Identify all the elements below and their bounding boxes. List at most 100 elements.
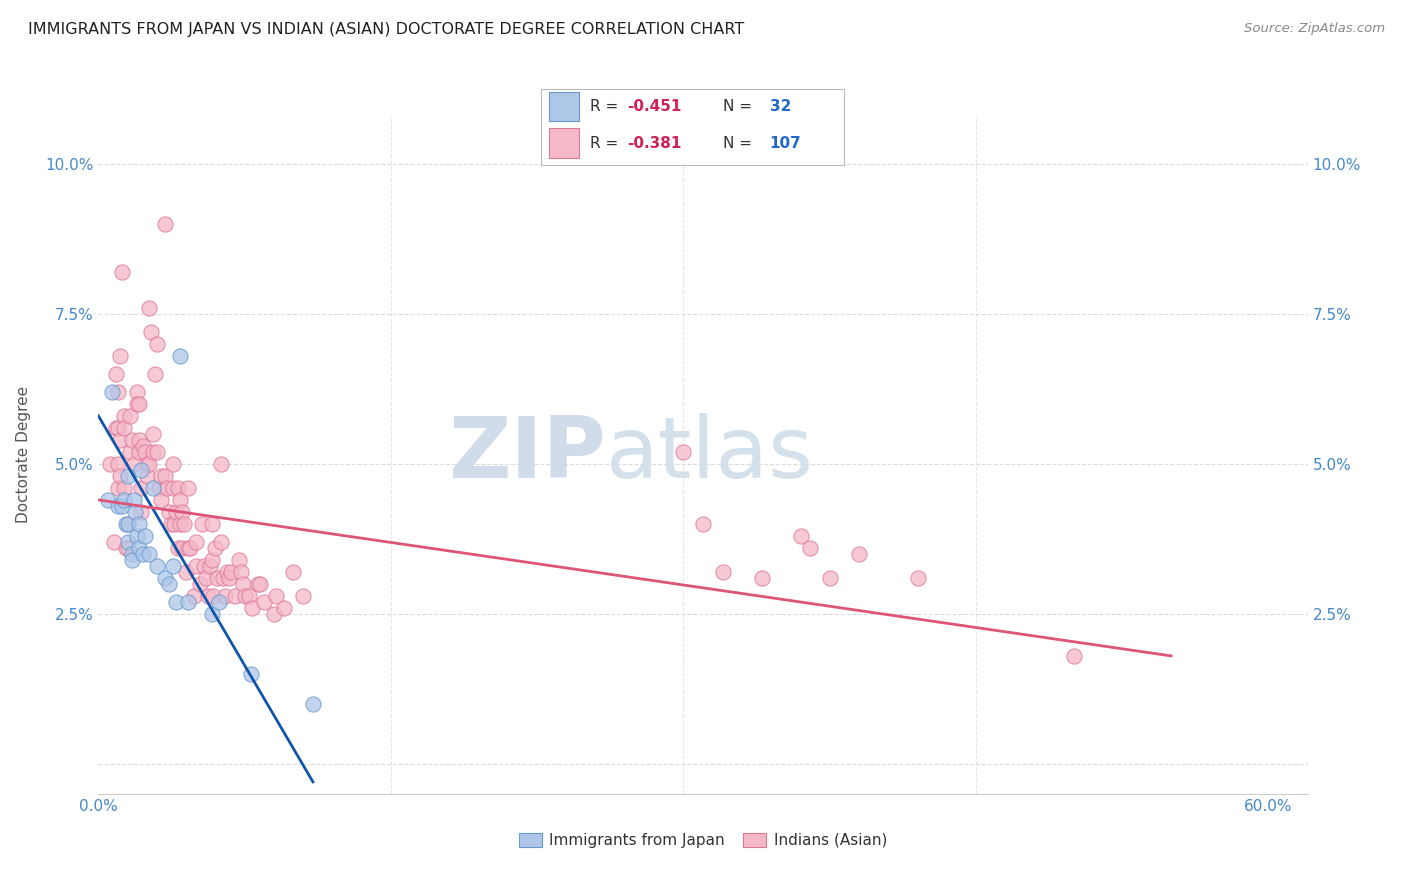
Text: 32: 32 (769, 99, 792, 114)
Point (104, 367, 127, 381)
Point (131, 505, 153, 519)
Point (1063, 648, 1085, 663)
Text: R =: R = (589, 136, 617, 151)
Point (149, 469, 172, 483)
Point (122, 457, 145, 471)
Point (233, 589, 256, 603)
Point (188, 577, 211, 591)
Point (167, 481, 190, 495)
Point (672, 445, 695, 459)
Point (107, 481, 129, 495)
Point (134, 445, 156, 459)
Point (117, 541, 139, 555)
Point (173, 516, 195, 531)
Point (146, 558, 169, 573)
Point (219, 565, 242, 579)
Text: N =: N = (723, 136, 752, 151)
Point (184, 558, 207, 573)
Point (112, 409, 135, 423)
Point (138, 457, 160, 471)
Point (118, 409, 141, 423)
Point (146, 445, 169, 459)
Point (207, 571, 229, 585)
Point (103, 535, 125, 549)
Text: R =: R = (589, 99, 617, 114)
Point (131, 481, 153, 495)
Point (127, 397, 149, 411)
Point (789, 529, 811, 543)
Point (156, 481, 179, 495)
Point (193, 558, 215, 573)
Point (162, 558, 184, 573)
Point (114, 541, 136, 555)
Point (112, 481, 135, 495)
Point (209, 457, 232, 471)
Point (157, 505, 180, 519)
Point (208, 595, 231, 609)
Text: 107: 107 (769, 136, 801, 151)
Point (162, 457, 184, 471)
Point (202, 589, 225, 603)
Text: atlas: atlas (606, 413, 814, 497)
Point (127, 529, 149, 543)
Point (198, 558, 221, 573)
Point (172, 505, 194, 519)
Point (107, 384, 129, 399)
Point (114, 516, 136, 531)
Text: IMMIGRANTS FROM JAPAN VS INDIAN (ASIAN) DOCTORATE DEGREE CORRELATION CHART: IMMIGRANTS FROM JAPAN VS INDIAN (ASIAN) … (28, 22, 744, 37)
Point (112, 421, 135, 435)
Point (183, 589, 205, 603)
Point (162, 481, 184, 495)
Point (209, 535, 232, 549)
Point (117, 516, 139, 531)
Point (108, 433, 131, 447)
Point (200, 516, 222, 531)
Point (228, 553, 250, 567)
Point (157, 577, 180, 591)
Point (167, 541, 190, 555)
Point (128, 445, 150, 459)
Point (153, 469, 176, 483)
Point (169, 492, 191, 507)
Point (848, 547, 870, 561)
Point (184, 535, 207, 549)
Point (104, 421, 127, 435)
Point (131, 463, 153, 477)
Point (112, 492, 135, 507)
Point (163, 516, 186, 531)
Point (149, 492, 172, 507)
Point (177, 541, 200, 555)
Point (121, 553, 143, 567)
Point (107, 457, 129, 471)
Point (799, 541, 821, 555)
Point (117, 469, 139, 483)
Point (212, 571, 235, 585)
Point (138, 301, 160, 315)
Point (118, 445, 141, 459)
Point (218, 571, 240, 585)
Point (139, 325, 162, 339)
Point (108, 349, 131, 363)
Point (132, 439, 155, 453)
Point (142, 445, 165, 459)
Point (169, 516, 191, 531)
Point (273, 601, 295, 615)
Point (128, 516, 150, 531)
Point (153, 571, 176, 585)
Point (751, 571, 773, 585)
Point (253, 595, 276, 609)
Point (204, 541, 226, 555)
Point (136, 469, 159, 483)
Point (224, 589, 246, 603)
Point (97, 492, 120, 507)
Point (263, 607, 285, 621)
Point (249, 577, 271, 591)
Point (692, 516, 714, 531)
Point (111, 499, 134, 513)
Point (247, 577, 270, 591)
Point (146, 337, 169, 351)
Point (264, 589, 287, 603)
Point (191, 516, 214, 531)
Point (169, 349, 191, 363)
Point (214, 589, 236, 603)
